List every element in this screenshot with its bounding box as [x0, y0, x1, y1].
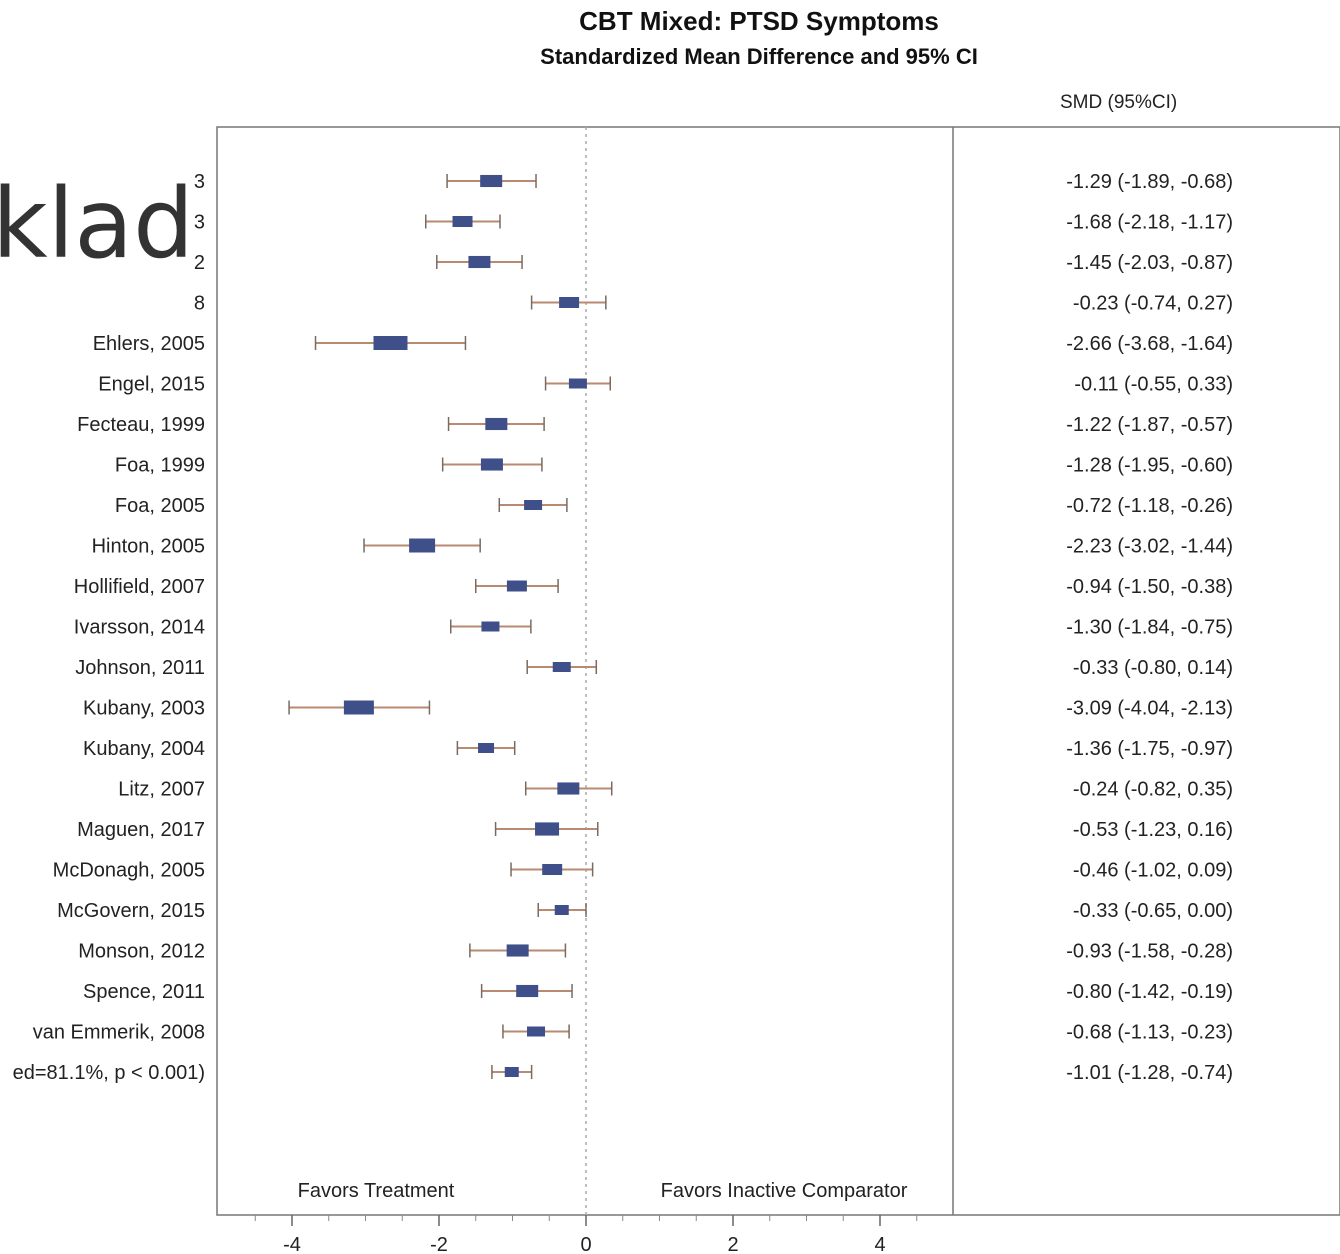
- ci-value-text: -0.24 (-0.82, 0.35): [1073, 779, 1233, 801]
- chart-title: CBT Mixed: PTSD Symptoms: [579, 6, 939, 36]
- effect-marker: [554, 905, 569, 915]
- ci-value-text: -1.29 (-1.89, -0.68): [1066, 171, 1233, 193]
- favors-left-label: Favors Treatment: [298, 1180, 455, 1202]
- study-label: 8: [194, 293, 205, 315]
- study-label: Ehlers, 2005: [93, 333, 205, 355]
- study-label: 3: [194, 171, 205, 193]
- effect-marker: [516, 984, 539, 998]
- effect-marker: [468, 255, 491, 269]
- ci-value-text: -0.11 (-0.55, 0.33): [1074, 374, 1233, 396]
- effect-marker: [552, 662, 571, 672]
- plot-frame: [216, 126, 1340, 1216]
- ci-value-text: -0.33 (-0.65, 0.00): [1073, 900, 1233, 922]
- effect-marker: [542, 864, 563, 875]
- ci-value-text: -0.33 (-0.80, 0.14): [1073, 657, 1233, 679]
- effect-marker: [506, 944, 529, 957]
- background-slide-text: klad: [0, 168, 195, 280]
- effect-marker: [568, 378, 587, 389]
- effect-marker: [527, 1026, 546, 1037]
- effect-marker: [485, 417, 508, 431]
- study-label: Foa, 2005: [115, 495, 205, 517]
- ci-value-text: -3.09 (-4.04, -2.13): [1066, 698, 1233, 720]
- effect-marker: [557, 782, 580, 795]
- effect-marker: [452, 216, 473, 227]
- study-label: 2: [194, 252, 205, 274]
- effect-marker: [480, 458, 503, 471]
- study-label: Fecteau, 1999: [77, 414, 205, 436]
- effect-marker: [559, 297, 580, 308]
- ci-value-text: -0.80 (-1.42, -0.19): [1066, 981, 1233, 1003]
- x-tick-label: -4: [283, 1234, 301, 1254]
- effect-marker: [535, 822, 560, 836]
- effect-marker: [504, 1067, 519, 1077]
- study-label: McGovern, 2015: [57, 900, 205, 922]
- ci-value-text: -0.68 (-1.13, -0.23): [1066, 1022, 1233, 1044]
- effect-marker: [478, 743, 495, 753]
- ci-value-text: -0.53 (-1.23, 0.16): [1073, 819, 1233, 841]
- study-label: Hollifield, 2007: [74, 576, 205, 598]
- effect-marker: [373, 336, 408, 350]
- plot-marks: 3 -1.29 (-1.89, -0.68) 3 -1.68 (-2.18, -1.1…: [13, 127, 1233, 1254]
- effect-marker: [524, 500, 543, 510]
- study-label: Engel, 2015: [98, 374, 205, 396]
- ci-value-text: -0.72 (-1.18, -0.26): [1066, 495, 1233, 517]
- chart-subtitle: Standardized Mean Difference and 95% CI: [540, 44, 978, 69]
- effect-marker: [480, 174, 503, 188]
- x-tick-label: -2: [430, 1234, 448, 1254]
- study-label: Hinton, 2005: [92, 536, 205, 558]
- study-label: McDonagh, 2005: [53, 860, 205, 882]
- favors-right-label: Favors Inactive Comparator: [661, 1180, 908, 1202]
- ci-value-text: -0.93 (-1.58, -0.28): [1066, 941, 1233, 963]
- study-label: Ivarsson, 2014: [74, 617, 205, 639]
- study-label: Kubany, 2004: [83, 738, 205, 760]
- ci-value-text: -0.23 (-0.74, 0.27): [1073, 293, 1233, 315]
- x-tick-label: 2: [727, 1234, 738, 1254]
- ci-value-text: -0.94 (-1.50, -0.38): [1066, 576, 1233, 598]
- ci-value-text: -2.66 (-3.68, -1.64): [1066, 333, 1233, 355]
- x-tick-label: 4: [874, 1234, 885, 1254]
- ci-value-text: -1.22 (-1.87, -0.57): [1066, 414, 1233, 436]
- study-label: Litz, 2007: [118, 779, 205, 801]
- study-label: Spence, 2011: [83, 981, 205, 1003]
- effect-marker: [409, 538, 436, 553]
- study-label: Monson, 2012: [78, 941, 205, 963]
- study-label: Johnson, 2011: [75, 657, 205, 679]
- ci-value-text: -1.30 (-1.84, -0.75): [1066, 617, 1233, 639]
- study-label: Maguen, 2017: [77, 819, 205, 841]
- ci-value-text: -1.36 (-1.75, -0.97): [1066, 738, 1233, 760]
- x-tick-label: 0: [580, 1234, 591, 1254]
- study-label: Foa, 1999: [115, 455, 205, 477]
- study-label: van Emmerik, 2008: [33, 1022, 205, 1044]
- ci-column-header: SMD (95%CI): [1060, 92, 1178, 113]
- ci-value-text: -0.46 (-1.02, 0.09): [1073, 860, 1233, 882]
- effect-marker: [506, 580, 527, 592]
- effect-marker: [481, 621, 500, 632]
- effect-marker: [343, 700, 374, 715]
- ci-value-text: -1.01 (-1.28, -0.74): [1066, 1062, 1233, 1084]
- ci-value-text: -1.45 (-2.03, -0.87): [1066, 252, 1233, 274]
- ci-value-text: -1.28 (-1.95, -0.60): [1066, 455, 1233, 477]
- study-label: 3: [194, 212, 205, 234]
- ci-value-text: -2.23 (-3.02, -1.44): [1066, 536, 1233, 558]
- ci-value-text: -1.68 (-2.18, -1.17): [1066, 212, 1233, 234]
- study-label: Kubany, 2003: [83, 698, 205, 720]
- study-label: ed=81.1%, p < 0.001): [13, 1062, 205, 1084]
